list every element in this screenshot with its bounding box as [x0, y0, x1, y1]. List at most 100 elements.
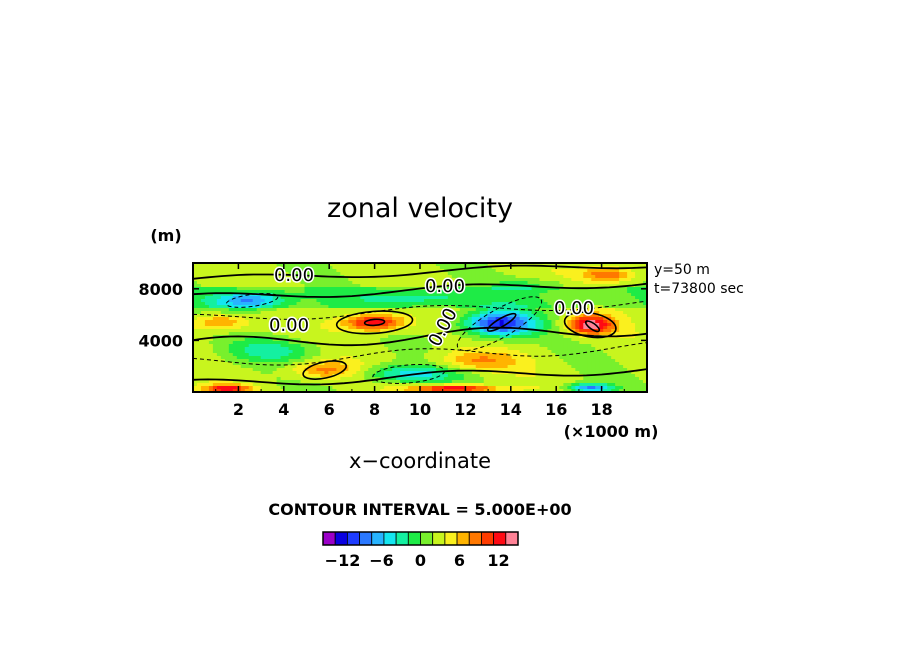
- heatmap-cell: [412, 269, 417, 273]
- heatmap-cell: [240, 386, 246, 390]
- heatmap-cell: [615, 341, 620, 345]
- heatmap-cell: [332, 317, 337, 321]
- heatmap-cell: [272, 353, 278, 357]
- heatmap-cell: [639, 323, 644, 327]
- heatmap-cell: [491, 299, 497, 303]
- heatmap-cell: [204, 305, 210, 309]
- heatmap-cell: [463, 365, 469, 369]
- heatmap-cell: [595, 371, 600, 375]
- heatmap-cell: [523, 377, 529, 381]
- heatmap-cell: [463, 353, 469, 357]
- heatmap-cell: [392, 368, 397, 372]
- heatmap-cell: [280, 389, 286, 392]
- heatmap-cell: [547, 281, 553, 285]
- heatmap-cell: [475, 356, 481, 360]
- heatmap-cell: [400, 329, 405, 333]
- heatmap-cell: [563, 335, 568, 339]
- heatmap-cell: [459, 311, 465, 315]
- heatmap-cell: [523, 332, 529, 336]
- heatmap-cell: [535, 275, 541, 279]
- heatmap-cell: [272, 284, 278, 288]
- heatmap-cell: [356, 290, 361, 294]
- heatmap-cell: [220, 323, 226, 327]
- heatmap-cell: [571, 302, 576, 306]
- heatmap-cell: [368, 380, 373, 384]
- heatmap-cell: [531, 275, 537, 279]
- heatmap-cell: [547, 332, 553, 336]
- heatmap-cell: [340, 320, 345, 324]
- heatmap-cell: [603, 320, 608, 324]
- heatmap-cell: [404, 299, 409, 303]
- heatmap-cell: [579, 278, 584, 282]
- heatmap-cell: [240, 320, 246, 324]
- heatmap-cell: [427, 356, 433, 360]
- heatmap-cell: [220, 284, 226, 288]
- heatmap-cell: [284, 266, 290, 270]
- heatmap-cell: [256, 305, 262, 309]
- heatmap-cell: [360, 356, 365, 360]
- heatmap-cell: [320, 326, 326, 330]
- heatmap-cell: [483, 371, 489, 375]
- heatmap-cell: [364, 353, 369, 357]
- heatmap-cell: [531, 356, 537, 360]
- heatmap-cell: [635, 389, 640, 392]
- heatmap-cell: [523, 344, 529, 348]
- heatmap-cell: [579, 299, 584, 303]
- heatmap-cell: [439, 383, 445, 387]
- heatmap-cell: [392, 281, 397, 285]
- heatmap-cell: [447, 380, 453, 384]
- heatmap-cell: [228, 341, 234, 345]
- heatmap-cell: [479, 299, 485, 303]
- heatmap-cell: [228, 272, 234, 276]
- heatmap-cell: [264, 371, 270, 375]
- heatmap-cell: [535, 368, 541, 372]
- heatmap-cell: [455, 314, 461, 318]
- heatmap-cell: [631, 377, 636, 381]
- heatmap-cell: [475, 347, 481, 351]
- heatmap-cell: [527, 311, 533, 315]
- heatmap-cell: [316, 302, 322, 306]
- heatmap-cell: [427, 341, 433, 345]
- heatmap-cell: [284, 332, 290, 336]
- heatmap-cell: [623, 326, 628, 330]
- heatmap-cell: [228, 389, 234, 392]
- heatmap-cell: [388, 380, 393, 384]
- heatmap-cell: [483, 335, 489, 339]
- heatmap-cell: [296, 293, 302, 297]
- heatmap-cell: [400, 296, 405, 300]
- heatmap-cell: [368, 353, 373, 357]
- heatmap-cell: [567, 269, 572, 273]
- heatmap-cell: [340, 278, 345, 282]
- heatmap-cell: [615, 275, 620, 279]
- heatmap-cell: [555, 359, 560, 363]
- heatmap-cell: [515, 329, 521, 333]
- heatmap-cell: [200, 347, 206, 351]
- heatmap-cell: [423, 335, 429, 339]
- heatmap-cell: [292, 326, 298, 330]
- contour-line: [193, 342, 647, 366]
- heatmap-cell: [276, 371, 282, 375]
- heatmap-cell: [392, 269, 397, 273]
- heatmap-cell: [408, 329, 413, 333]
- heatmap-cell: [615, 305, 620, 309]
- heatmap-cell: [196, 266, 202, 270]
- heatmap-cell: [272, 380, 278, 384]
- heatmap-cell: [380, 287, 385, 291]
- heatmap-cell: [451, 275, 457, 279]
- heatmap-cell: [451, 317, 457, 321]
- heatmap-cell: [208, 359, 214, 363]
- heatmap-cell: [511, 356, 517, 360]
- heatmap-cell: [527, 362, 533, 366]
- heatmap-cell: [400, 299, 405, 303]
- heatmap-cell: [499, 317, 505, 321]
- heatmap-cell: [404, 311, 409, 315]
- heatmap-cell: [555, 323, 560, 327]
- heatmap-cell: [340, 353, 345, 357]
- heatmap-cell: [603, 278, 608, 282]
- heatmap-cell: [427, 386, 433, 390]
- heatmap-cell: [535, 353, 541, 357]
- heatmap-cell: [427, 308, 433, 312]
- heatmap-cell: [435, 281, 441, 285]
- heatmap-cell: [344, 347, 349, 351]
- heatmap-cell: [388, 299, 393, 303]
